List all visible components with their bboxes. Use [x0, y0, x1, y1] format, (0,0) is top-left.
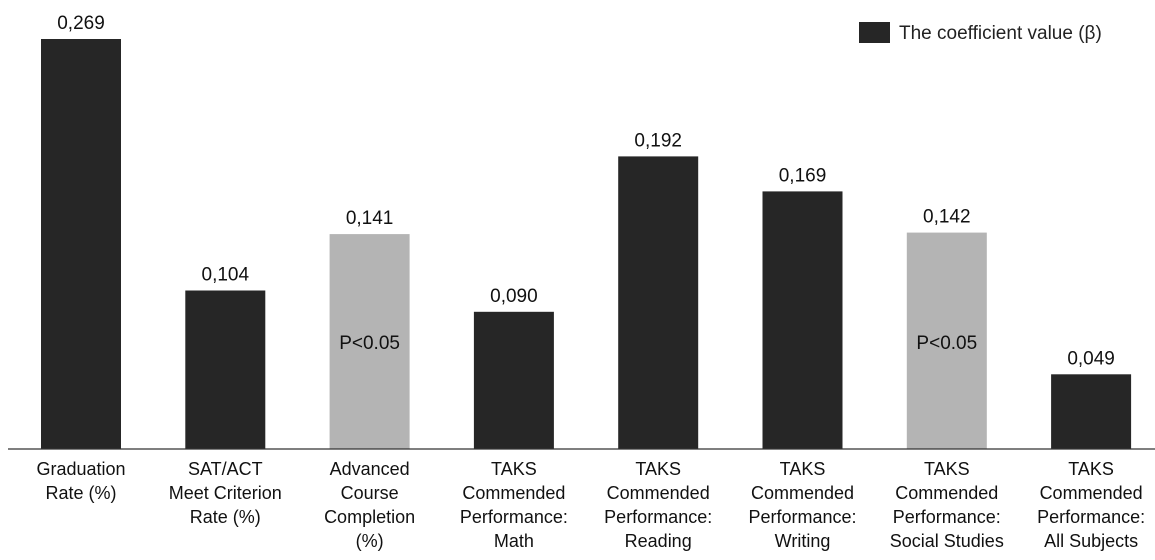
category-label-3-line-2: Course [341, 483, 399, 503]
legend: The coefficient value (β) [859, 22, 1102, 44]
bar-8 [1051, 374, 1132, 449]
value-label-5: 0,192 [634, 130, 682, 151]
value-label-2: 0,104 [202, 265, 250, 286]
bar-3 [329, 234, 410, 449]
value-label-4: 0,090 [490, 286, 538, 307]
category-label-8-line-4: All Subjects [1044, 531, 1138, 551]
category-label-1-line-2: Rate (%) [45, 483, 116, 503]
category-label-8-line-3: Performance: [1037, 507, 1145, 527]
category-label-7-line-1: TAKS [924, 459, 970, 479]
category-label-6-line-2: Commended [751, 483, 854, 503]
category-label-2-line-2: Meet Criterion [169, 483, 282, 503]
category-label-5-line-4: Reading [625, 531, 692, 551]
legend-swatch [859, 22, 890, 43]
category-label-4-line-1: TAKS [491, 459, 537, 479]
category-label-1-line-1: Graduation [36, 459, 125, 479]
bar-5 [618, 156, 699, 449]
significance-note-3: P<0.05 [339, 333, 400, 354]
category-label-3-line-3: Completion [324, 507, 415, 527]
bar-2 [185, 290, 266, 449]
category-label-8-line-2: Commended [1040, 483, 1143, 503]
value-label-7: 0,142 [923, 207, 971, 228]
category-label-6-line-1: TAKS [780, 459, 826, 479]
category-label-5-line-1: TAKS [635, 459, 681, 479]
category-label-7-line-4: Social Studies [890, 531, 1004, 551]
category-label-3-line-1: Advanced [330, 459, 410, 479]
category-label-2-line-1: SAT/ACT [188, 459, 263, 479]
category-label-6-line-3: Performance: [748, 507, 856, 527]
category-label-8-line-1: TAKS [1068, 459, 1114, 479]
bar-1 [41, 39, 121, 449]
category-label-4-line-4: Math [494, 531, 534, 551]
bar-4 [473, 311, 554, 449]
bar-6 [762, 191, 843, 449]
value-label-6: 0,169 [779, 165, 827, 186]
category-label-3-line-4: (%) [356, 531, 384, 551]
bars-layer: 0,269 0,104 0,141 0,090 0,192 0,169 0,142 0,049 [41, 13, 1132, 449]
category-label-4-line-3: Performance: [460, 507, 568, 527]
category-label-7-line-3: Performance: [893, 507, 1001, 527]
category-label-5-line-2: Commended [607, 483, 710, 503]
category-label-4-line-2: Commended [462, 483, 565, 503]
category-label-2-line-3: Rate (%) [190, 507, 261, 527]
value-label-8: 0,049 [1067, 348, 1115, 369]
category-label-7-line-2: Commended [895, 483, 998, 503]
value-label-3: 0,141 [346, 208, 394, 229]
bar-7 [906, 232, 987, 449]
legend-label: The coefficient value (β) [899, 23, 1102, 44]
value-label-1: 0,269 [57, 13, 105, 34]
significance-note-7: P<0.05 [916, 333, 977, 354]
category-label-6-line-4: Writing [775, 531, 831, 551]
category-label-5-line-3: Performance: [604, 507, 712, 527]
